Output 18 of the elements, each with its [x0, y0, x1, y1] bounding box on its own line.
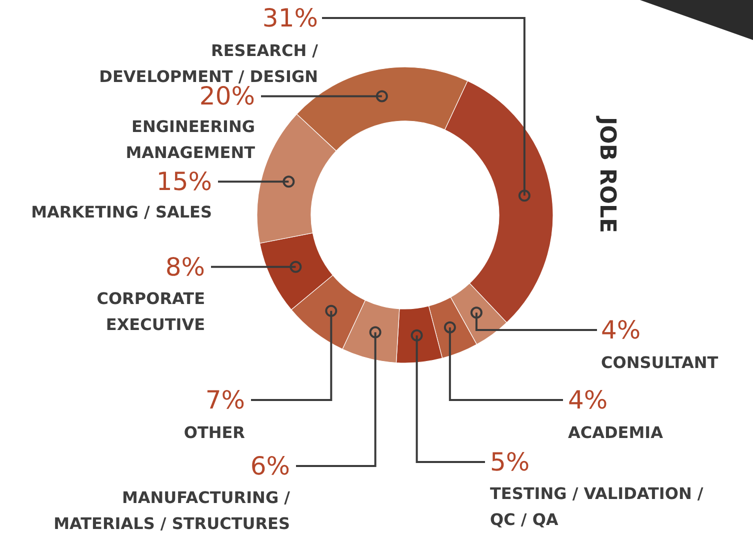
data-label: 7%	[205, 386, 245, 414]
slice-label: OTHER	[184, 422, 245, 442]
slice-label: MARKETING / SALES	[31, 202, 212, 222]
data-label: 31%	[262, 4, 318, 32]
slice-label: ACADEMIA	[568, 422, 664, 442]
data-label: 8%	[165, 252, 205, 282]
data-label: 4%	[568, 386, 608, 414]
slice-label: CORPORATE EXECUTIVE	[96, 288, 205, 334]
data-label: 5%	[490, 448, 530, 476]
data-label: 15%	[156, 167, 212, 196]
slice-label: ENGINEERING MANAGEMENT	[126, 116, 256, 162]
text: JOB ROLE	[594, 114, 620, 234]
data-label: 4%	[601, 316, 641, 344]
data-label: 6%	[250, 452, 290, 480]
slice-label: MANUFACTURING / MATERIALS / STRUCTURES	[54, 488, 290, 532]
slice-label: CONSULTANT	[601, 352, 718, 372]
slice-label: TESTING / VALIDATION / QC / QA	[490, 484, 704, 528]
slice-label: RESEARCH / DEVELOPMENT / DESIGN	[99, 40, 318, 86]
